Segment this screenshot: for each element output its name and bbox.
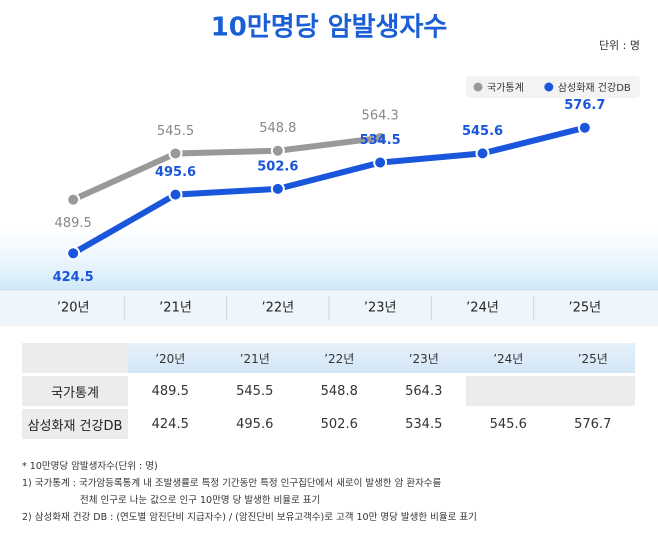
x-tick-label: ’22년 [262, 301, 295, 316]
table-row: 국가통계 489.5 545.5 548.8 564.3 [22, 376, 635, 406]
glow [0, 225, 658, 290]
data-point [66, 246, 81, 261]
note: 1) 국가통계 : 국가암등록통계 내 조발생률로 특정 기간동안 특정 인구집… [22, 478, 442, 489]
table-cell: 489.5 [151, 383, 189, 399]
table-cell: 502.6 [320, 416, 358, 432]
note: * 10만명당 암발생자수(단위 : 명) [22, 461, 158, 472]
table-header: ’22년 [297, 343, 382, 373]
data-point [475, 146, 490, 161]
note: 전체 인구로 나눈 값으로 인구 10만명 당 발생한 비율로 표기 [80, 495, 321, 506]
table-cell [550, 376, 635, 406]
legend-marker [473, 82, 483, 92]
data-point [66, 192, 81, 207]
data-label: 545.5 [157, 124, 194, 139]
table-header: ’21년 [212, 343, 297, 373]
chart: 10만명당 암발생자수 단위 : 명 ’20년 ’21년 ’22년 ’23년 ’24년 ’… [0, 13, 658, 326]
data-point [270, 143, 285, 158]
x-tick-label: ’20년 [57, 301, 90, 316]
data-label: 564.3 [362, 108, 399, 123]
x-tick-label: ’23년 [364, 301, 397, 316]
x-tick-label: ’24년 [466, 301, 499, 316]
table-cell [466, 376, 551, 406]
table-cell: 576.7 [574, 416, 612, 432]
table-cell: 545.5 [236, 383, 274, 399]
table-header: ’25년 [550, 343, 635, 373]
series-line [71, 134, 381, 203]
table-cell: 424.5 [151, 416, 189, 432]
data-point [577, 120, 592, 135]
legend-label: 삼성화재 건강DB [558, 82, 631, 94]
data-point [270, 181, 285, 196]
table-header: ’24년 [466, 343, 551, 373]
row-header: 국가통계 [22, 376, 128, 406]
table-cell: 564.3 [405, 383, 443, 399]
data-label: 545.6 [462, 124, 503, 139]
x-tick-label: ’25년 [569, 301, 602, 316]
table-header: ’20년 [128, 343, 213, 373]
data-point [168, 187, 183, 202]
data-label: 548.8 [259, 121, 296, 136]
data-table: ’20년 ’21년 ’22년 ’23년 ’24년 ’25년 국가통계 489.5 545.5 54… [22, 340, 635, 442]
data-label: 576.7 [564, 98, 605, 113]
table-cell: 534.5 [405, 416, 443, 432]
table-cell: 495.6 [236, 416, 274, 432]
data-label: 495.6 [155, 165, 196, 180]
legend-marker [544, 82, 554, 92]
table-header: ’23년 [381, 343, 466, 373]
chart-title: 10만명당 암발생자수 [211, 13, 448, 43]
legend-label: 국가통계 [487, 82, 524, 94]
notes: * 10만명당 암발생자수(단위 : 명) 1) 국가통계 : 국가암등록통계 내… [22, 458, 477, 526]
data-point [373, 155, 388, 170]
x-tick-label: ’21년 [159, 301, 192, 316]
table-header-row: ’20년 ’21년 ’22년 ’23년 ’24년 ’25년 [22, 343, 635, 373]
table-cell: 545.6 [489, 416, 527, 432]
data-label: 489.5 [55, 216, 92, 231]
row-header: 삼성화재 건강DB [22, 409, 128, 439]
data-point [373, 130, 388, 145]
series-line [71, 124, 586, 256]
unit: 단위 : 명 [599, 39, 640, 52]
note: 2) 삼성화재 건강 DB : (연도별 암진단비 지급자수) / (암진단비 … [22, 512, 477, 523]
data-point [168, 146, 183, 161]
table-row: 삼성화재 건강DB 424.5 495.6 502.6 534.5 545.6 576.7 [22, 409, 635, 439]
corner-cell [22, 343, 128, 373]
data-label: 534.5 [360, 133, 401, 148]
table-cell: 548.8 [320, 383, 358, 399]
data-label: 502.6 [257, 159, 298, 174]
data-label: 424.5 [53, 270, 94, 285]
